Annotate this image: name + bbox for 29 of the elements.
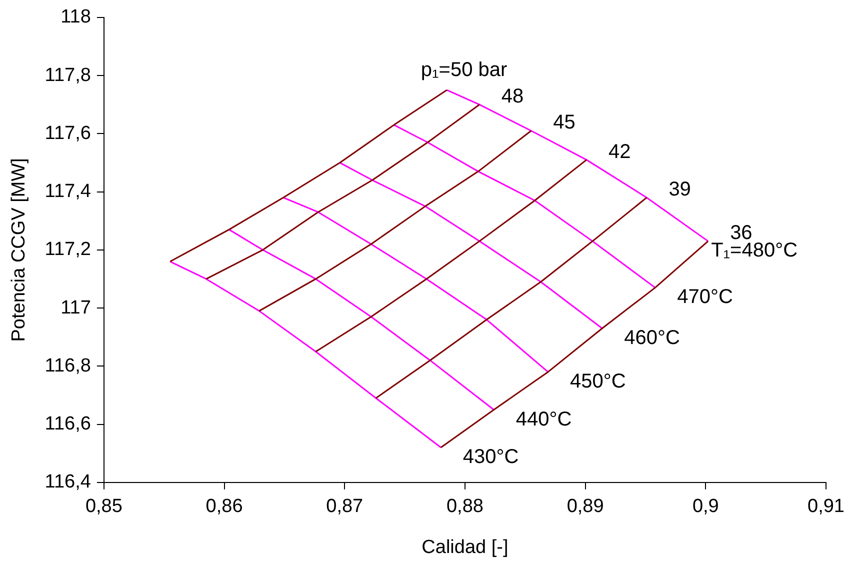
y-tick-label: 117,4 (44, 181, 92, 202)
x-tick-label: 0,91 (808, 496, 844, 518)
x-axis-title: Calidad [-] (422, 536, 508, 558)
series-label: 45 (553, 112, 576, 134)
y-tick-label: 118 (60, 6, 91, 28)
series-label: 430°C (462, 446, 519, 468)
x-tick-label: 0,9 (692, 496, 719, 518)
y-tick-label: 117,2 (44, 239, 91, 260)
series-label: 42 (608, 140, 631, 163)
series-label: 450°C (570, 370, 626, 392)
x-tick-label: 0,85 (85, 496, 122, 518)
y-tick-label: 116,4 (44, 472, 92, 493)
y-tick-label: 117 (60, 297, 91, 318)
x-tick-label: 0,88 (446, 496, 484, 518)
series-label: 39 (668, 178, 691, 201)
series-label: 48 (501, 86, 524, 108)
series-label: p₁=50 bar (420, 59, 508, 82)
y-tick-label: 117,8 (44, 64, 91, 86)
series-label: T₁=480°C (711, 240, 798, 262)
y-tick-label: 116,8 (44, 355, 91, 376)
x-tick-label: 0,86 (206, 496, 243, 518)
series-label: 470°C (677, 286, 733, 308)
x-tick-label: 0,89 (566, 496, 604, 518)
series-label: 460°C (624, 326, 680, 349)
y-axis-title: Potencia CCGV [MW] (8, 158, 30, 342)
y-tick-label: 117,6 (44, 122, 91, 144)
x-tick-label: 0,87 (326, 496, 364, 518)
series-label: 440°C (516, 408, 572, 430)
y-tick-label: 116,6 (44, 414, 91, 435)
